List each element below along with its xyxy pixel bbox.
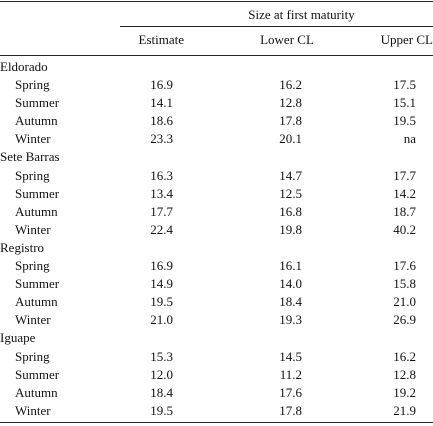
season-label: Winter — [15, 131, 51, 147]
table-row: Winter 19.5 17.8 21.9 — [0, 402, 433, 420]
lower-cl-cell: 17.8 — [279, 113, 302, 129]
estimate-cell: 19.5 — [150, 294, 173, 310]
lower-cl-cell: 16.2 — [279, 77, 302, 93]
upper-cl-cell: 17.6 — [393, 258, 416, 274]
upper-cl-cell: 12.8 — [393, 366, 416, 382]
site-label: Iguape — [0, 330, 36, 346]
estimate-cell: 14.9 — [150, 276, 173, 292]
site-label: Eldorado — [0, 59, 48, 74]
site-row: Registro — [0, 239, 433, 257]
lower-cl-cell: 11.2 — [279, 366, 302, 382]
estimate-cell: 16.3 — [150, 167, 173, 183]
estimate-cell: 16.9 — [150, 258, 173, 274]
lower-cl-cell: 16.1 — [279, 258, 302, 274]
lower-cl-cell: 16.8 — [279, 203, 302, 219]
column-header-upper-cl: Upper CL — [380, 32, 433, 47]
table-top-rule — [0, 1, 433, 2]
season-label: Spring — [15, 348, 50, 364]
upper-cl-cell: 40.2 — [393, 221, 416, 237]
group-header-rule — [120, 26, 433, 27]
table-header-rule — [0, 55, 433, 56]
upper-cl-cell: 15.8 — [393, 276, 416, 292]
upper-cl-cell: 18.7 — [393, 203, 416, 219]
table-row: Summer 14.1 12.8 15.1 — [0, 94, 433, 112]
upper-cl-cell: 26.9 — [393, 312, 416, 328]
estimate-cell: 12.0 — [150, 366, 173, 382]
site-row: Iguape — [0, 329, 433, 347]
table-row: Winter 21.0 19.3 26.9 — [0, 311, 433, 329]
upper-cl-cell: 21.0 — [393, 294, 416, 310]
estimate-cell: 21.0 — [150, 312, 173, 328]
upper-cl-cell: 17.7 — [393, 167, 416, 183]
table-row: Autumn 18.6 17.8 19.5 — [0, 112, 433, 130]
lower-cl-cell: 17.6 — [279, 384, 302, 400]
season-label: Autumn — [15, 384, 58, 400]
table-row: Autumn 19.5 18.4 21.0 — [0, 293, 433, 311]
table-row: Winter 23.3 20.1 na — [0, 130, 433, 148]
table-row: Spring 16.9 16.1 17.6 — [0, 257, 433, 275]
season-label: Summer — [15, 276, 60, 292]
table-row: Spring 15.3 14.5 16.2 — [0, 348, 433, 366]
upper-cl-cell: 14.2 — [393, 185, 416, 201]
site-label: Sete Barras — [0, 149, 60, 165]
estimate-cell: 13.4 — [150, 185, 173, 201]
table-row: Autumn 18.4 17.6 19.2 — [0, 384, 433, 402]
estimate-cell: 22.4 — [150, 221, 173, 237]
group-header: Size at first maturity — [248, 7, 355, 22]
table-row: Autumn 17.7 16.8 18.7 — [0, 203, 433, 221]
lower-cl-cell: 14.0 — [279, 276, 302, 292]
upper-cl-cell: 19.2 — [393, 384, 416, 400]
season-label: Spring — [15, 258, 50, 274]
lower-cl-cell: 14.5 — [279, 348, 302, 364]
upper-cl-cell: 21.9 — [393, 402, 416, 418]
table-row: Summer 14.9 14.0 15.8 — [0, 275, 433, 293]
site-row: Eldorado — [0, 58, 433, 76]
season-label: Autumn — [15, 294, 58, 310]
upper-cl-cell: 17.5 — [393, 77, 416, 93]
estimate-cell: 15.3 — [150, 348, 173, 364]
season-label: Spring — [15, 77, 50, 93]
site-row: Sete Barras — [0, 148, 433, 166]
column-header-lower-cl: Lower CL — [260, 32, 314, 47]
lower-cl-cell: 18.4 — [279, 294, 302, 310]
table-row: Summer 12.0 11.2 12.8 — [0, 366, 433, 384]
season-label: Summer — [15, 366, 60, 382]
lower-cl-cell: 20.1 — [279, 131, 302, 147]
estimate-cell: 23.3 — [150, 131, 173, 147]
season-label: Summer — [15, 95, 60, 111]
table-row: Winter 22.4 19.8 40.2 — [0, 221, 433, 239]
lower-cl-cell: 19.3 — [279, 312, 302, 328]
season-label: Spring — [15, 167, 50, 183]
season-label: Winter — [15, 221, 51, 237]
estimate-cell: 17.7 — [150, 203, 173, 219]
table-body: Eldorado Spring 16.9 16.2 17.5 Summer 14.1 12.8… — [0, 58, 433, 420]
upper-cl-cell: na — [403, 131, 416, 147]
lower-cl-cell: 17.8 — [279, 402, 302, 418]
season-label: Autumn — [15, 113, 58, 129]
column-header-estimate: Estimate — [138, 32, 185, 47]
table-row: Summer 13.4 12.5 14.2 — [0, 185, 433, 203]
table-bottom-rule — [0, 422, 433, 423]
lower-cl-cell: 14.7 — [279, 167, 302, 183]
estimate-cell: 19.5 — [150, 402, 173, 418]
season-label: Autumn — [15, 203, 58, 219]
upper-cl-cell: 15.1 — [393, 95, 416, 111]
season-label: Winter — [15, 402, 51, 418]
upper-cl-cell: 16.2 — [393, 348, 416, 364]
site-label: Registro — [0, 239, 45, 255]
estimate-cell: 16.9 — [150, 77, 173, 93]
estimate-cell: 18.4 — [150, 384, 173, 400]
season-label: Winter — [15, 312, 51, 328]
estimate-cell: 18.6 — [150, 113, 173, 129]
lower-cl-cell: 12.8 — [279, 95, 302, 111]
lower-cl-cell: 19.8 — [279, 221, 302, 237]
table-row: Spring 16.9 16.2 17.5 — [0, 76, 433, 94]
estimate-cell: 14.1 — [150, 95, 173, 111]
upper-cl-cell: 19.5 — [393, 113, 416, 129]
lower-cl-cell: 12.5 — [279, 185, 302, 201]
table-row: Spring 16.3 14.7 17.7 — [0, 167, 433, 185]
season-label: Summer — [15, 185, 60, 201]
